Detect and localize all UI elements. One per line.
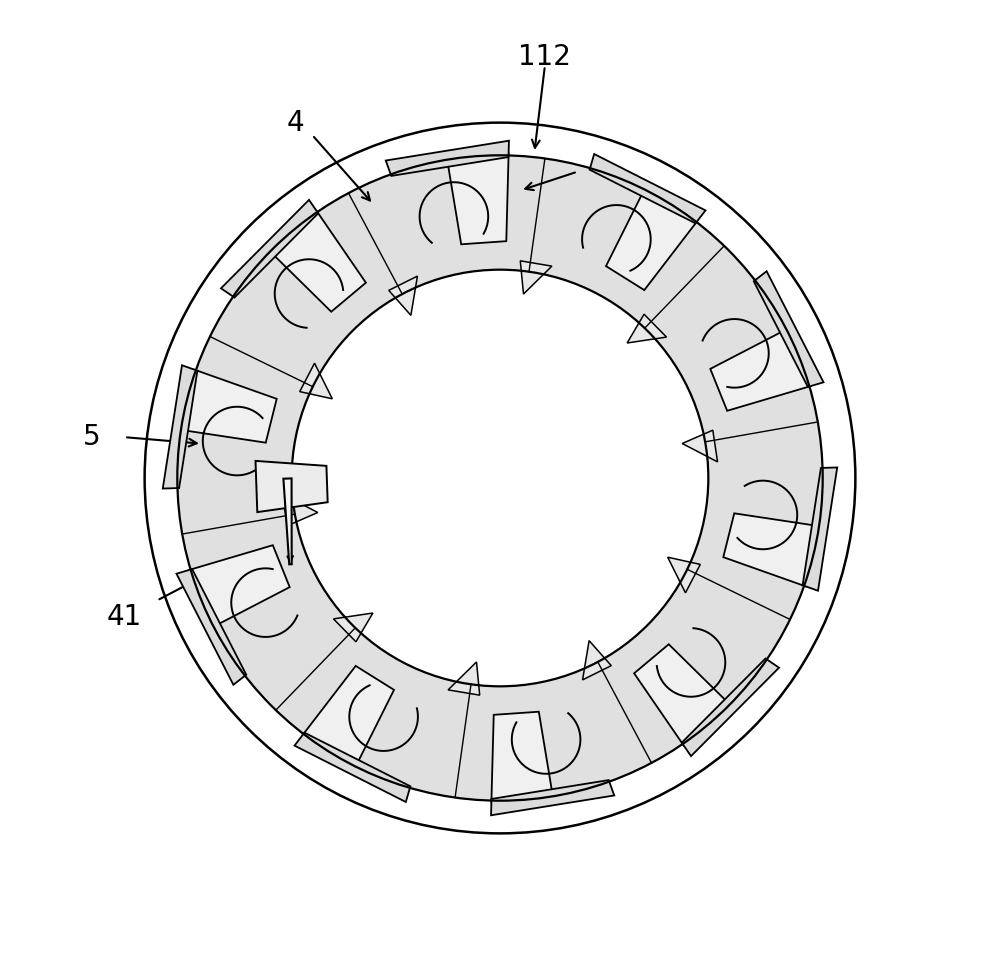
Polygon shape <box>606 188 698 290</box>
Polygon shape <box>668 557 700 593</box>
Polygon shape <box>520 261 552 294</box>
Polygon shape <box>803 467 837 591</box>
Polygon shape <box>583 641 611 680</box>
Polygon shape <box>723 513 821 586</box>
Polygon shape <box>179 370 277 443</box>
Text: 112: 112 <box>518 43 571 72</box>
Polygon shape <box>447 154 509 245</box>
Polygon shape <box>448 662 480 695</box>
Polygon shape <box>295 732 410 802</box>
Polygon shape <box>269 210 366 312</box>
Polygon shape <box>256 461 328 512</box>
Polygon shape <box>682 659 779 756</box>
Polygon shape <box>389 276 417 315</box>
Polygon shape <box>754 272 824 387</box>
Polygon shape <box>189 545 290 627</box>
Polygon shape <box>491 711 553 802</box>
Text: 5: 5 <box>83 424 100 451</box>
Polygon shape <box>627 315 667 343</box>
Polygon shape <box>221 200 318 297</box>
Polygon shape <box>300 363 332 399</box>
Polygon shape <box>283 478 292 564</box>
Polygon shape <box>710 329 811 411</box>
Polygon shape <box>333 613 373 641</box>
Polygon shape <box>282 494 318 526</box>
Polygon shape <box>302 666 394 768</box>
Polygon shape <box>176 569 246 684</box>
Polygon shape <box>386 141 509 176</box>
Polygon shape <box>634 644 731 746</box>
Polygon shape <box>491 780 614 815</box>
Text: 4: 4 <box>287 109 305 137</box>
Polygon shape <box>177 155 823 801</box>
Polygon shape <box>682 430 718 462</box>
Text: 41: 41 <box>107 603 142 631</box>
Polygon shape <box>590 154 705 224</box>
Polygon shape <box>163 365 197 489</box>
